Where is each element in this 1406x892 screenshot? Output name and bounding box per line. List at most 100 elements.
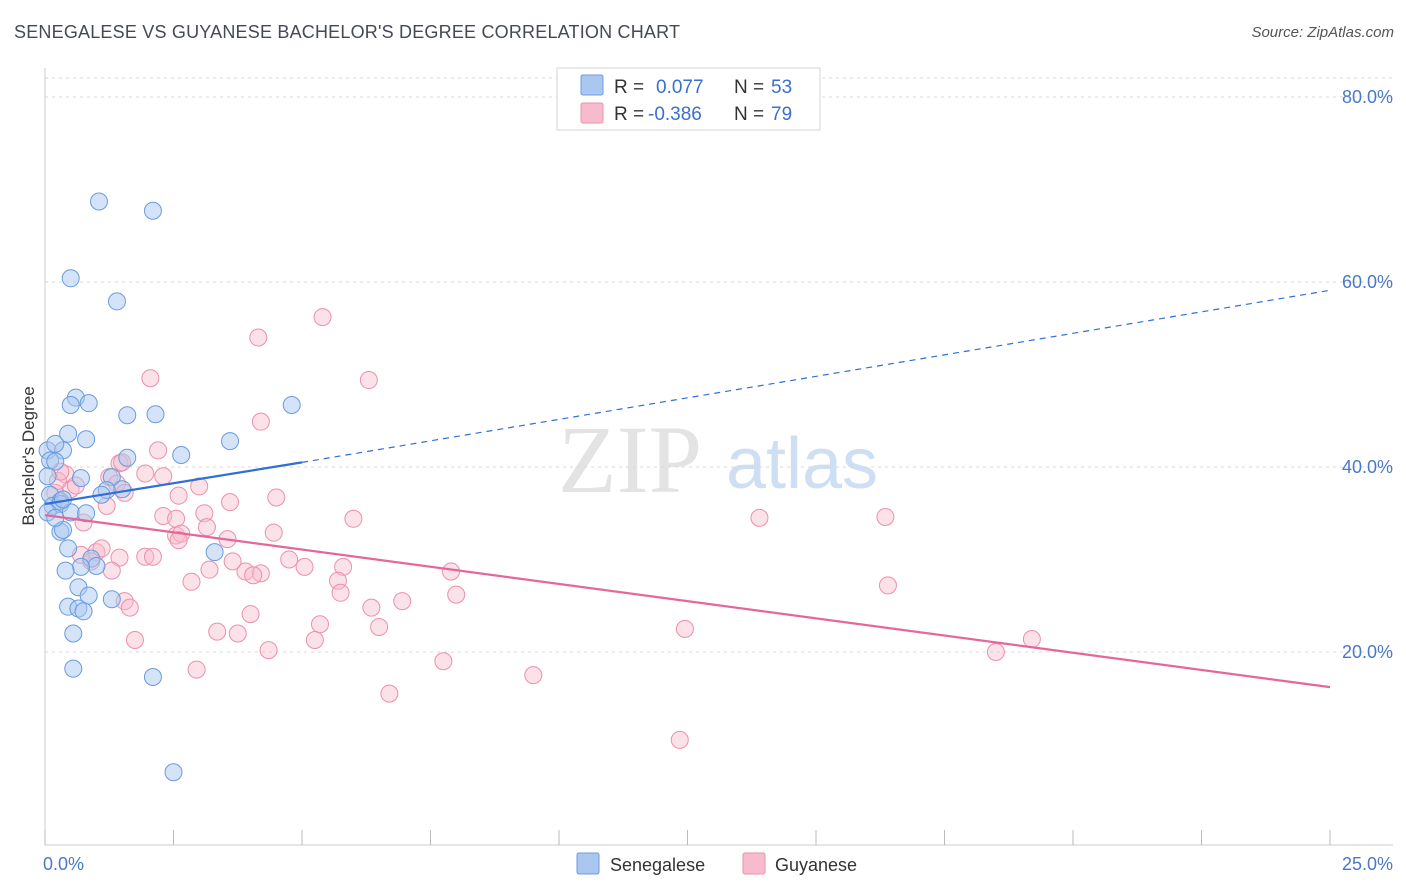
guyanese-point-46: [442, 562, 461, 581]
senegalese-point-1: [143, 201, 162, 220]
senegalese-point-14: [77, 430, 96, 449]
guyanese-point-5: [149, 441, 168, 460]
axes: [44, 68, 1393, 846]
guyanese-points: [46, 308, 1041, 749]
y-tick-label-80: 80.0%: [1342, 87, 1393, 107]
guyanese-point-47: [244, 566, 263, 585]
guyanese-point-68: [986, 643, 1005, 661]
guyanese-point-4: [251, 412, 270, 431]
senegalese-point-2: [61, 269, 80, 288]
guyanese-point-64: [125, 630, 144, 649]
bottom-legend-swatch-guyanese: [742, 852, 766, 875]
guyanese-point-28: [264, 523, 283, 542]
guyanese-point-31: [344, 509, 363, 528]
guyanese-point-38: [136, 547, 155, 566]
x-tick-label-right: 25.0%: [1342, 854, 1393, 874]
senegalese-point-13: [59, 424, 78, 443]
guyanese-point-52: [331, 583, 350, 602]
legend-n-value-2: 79: [771, 104, 792, 125]
watermark-atlas: atlas: [726, 424, 878, 504]
senegalese-point-30: [77, 504, 96, 523]
guyanese-point-42: [334, 557, 353, 576]
guyanese-point-63: [228, 624, 247, 643]
x-tick-labels: 0.0% 25.0%: [43, 854, 1393, 874]
guyanese-point-48: [102, 561, 121, 580]
legend-r-label-2: R =: [614, 104, 644, 125]
senegalese-point-7: [79, 394, 98, 413]
source-credit: Source: ZipAtlas.com: [1251, 24, 1394, 41]
guyanese-point-50: [182, 572, 201, 591]
senegalese-point-16: [172, 445, 191, 464]
correlation-legend: R = 0.077 N = 53 R = -0.386 N = 79: [556, 67, 821, 131]
senegalese-point-3: [107, 292, 126, 311]
guyanese-point-17: [169, 486, 188, 505]
senegalese-point-38: [71, 557, 90, 576]
x-tick-label-left: 0.0%: [43, 854, 84, 874]
legend-n-value-1: 53: [771, 77, 792, 98]
guyanese-point-1: [249, 328, 268, 347]
guyanese-point-66: [1022, 630, 1041, 649]
senegalese-point-49: [143, 667, 162, 686]
bottom-legend-guyanese: Guyanese: [775, 855, 857, 875]
legend-n-label-2: N =: [734, 104, 764, 125]
guyanese-point-73: [670, 730, 689, 749]
guyanese-point-41: [295, 557, 314, 576]
senegalese-point-39: [56, 561, 75, 580]
guyanese-point-72: [380, 684, 399, 703]
senegalese-point-5: [146, 405, 165, 424]
legend-r-value-1: 0.077: [656, 77, 704, 98]
legend-swatch-guyanese: [580, 102, 604, 124]
senegalese-point-12: [46, 434, 65, 453]
guyanese-point-10: [136, 464, 155, 483]
legend-n-label-1: N =: [734, 77, 764, 98]
senegalese-point-23: [113, 480, 132, 499]
guyanese-point-3: [141, 369, 160, 388]
guyanese-point-11: [154, 467, 173, 486]
guyanese-point-61: [675, 619, 694, 638]
guyanese-point-69: [434, 652, 453, 671]
guyanese-point-25: [197, 518, 216, 537]
senegalese-point-9: [282, 396, 301, 415]
y-axis-label: Bachelor's Degree: [19, 386, 38, 525]
guyanese-point-32: [750, 508, 769, 527]
senegalese-point-21: [71, 469, 90, 488]
guyanese-point-56: [362, 598, 381, 617]
guyanese-point-57: [120, 598, 139, 617]
watermark-zip: ZIP: [558, 406, 702, 513]
bottom-legend-swatch-senegalese: [576, 852, 600, 875]
senegalese-point-45: [74, 602, 93, 621]
senegalese-point-48: [64, 659, 83, 678]
trend-lines: [44, 289, 1331, 689]
guyanese-point-65: [305, 630, 324, 649]
y-tick-labels: 20.0% 40.0% 60.0% 80.0%: [1342, 87, 1393, 662]
senegalese-point-33: [59, 539, 78, 558]
bottom-legend-senegalese: Senegalese: [610, 855, 705, 875]
guyanese-point-45: [251, 564, 270, 583]
senegalese-point-0: [89, 192, 108, 211]
guyanese-point-2: [359, 371, 378, 390]
senegalese-point-20: [38, 467, 57, 486]
senegalese-point-4: [118, 406, 137, 425]
guyanese-trend-line: [44, 514, 1331, 689]
guyanese-point-60: [370, 618, 389, 637]
guyanese-point-53: [447, 585, 466, 604]
legend-swatch-senegalese: [580, 74, 604, 96]
guyanese-point-30: [169, 531, 188, 550]
guyanese-point-58: [241, 605, 260, 624]
guyanese-point-18: [221, 493, 240, 512]
guyanese-point-77: [223, 552, 242, 571]
senegalese-point-46: [102, 590, 121, 609]
senegalese-point-19: [46, 452, 65, 471]
guyanese-point-67: [259, 641, 278, 660]
guyanese-point-40: [280, 550, 299, 569]
y-tick-label-60: 60.0%: [1342, 272, 1393, 292]
senegalese-trend-line: [44, 461, 303, 506]
senegalese-point-40: [205, 543, 224, 562]
guyanese-point-49: [328, 571, 347, 590]
senegalese-point-15: [118, 448, 137, 467]
series-legend: Senegalese Guyanese: [576, 852, 857, 875]
guyanese-point-51: [878, 576, 897, 595]
guyanese-point-39: [143, 547, 162, 566]
y-tick-label-20: 20.0%: [1342, 642, 1393, 662]
